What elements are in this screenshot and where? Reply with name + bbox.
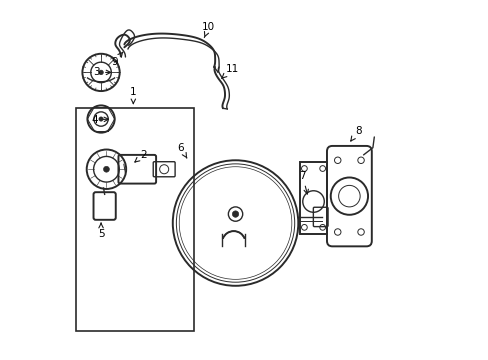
Bar xyxy=(300,162,326,234)
Text: 9: 9 xyxy=(111,52,122,67)
Circle shape xyxy=(99,117,103,121)
Text: 7: 7 xyxy=(299,171,308,194)
Circle shape xyxy=(99,70,103,75)
Text: 10: 10 xyxy=(202,22,215,37)
Text: 2: 2 xyxy=(135,150,146,162)
Text: 1: 1 xyxy=(130,87,136,103)
Text: 4: 4 xyxy=(91,115,108,125)
Text: 8: 8 xyxy=(350,126,361,141)
Text: 11: 11 xyxy=(221,64,238,78)
Circle shape xyxy=(232,211,238,217)
Bar xyxy=(76,108,194,330)
Text: 3: 3 xyxy=(93,67,110,77)
Text: 6: 6 xyxy=(177,143,186,158)
Circle shape xyxy=(103,166,109,172)
Text: 5: 5 xyxy=(98,223,104,239)
